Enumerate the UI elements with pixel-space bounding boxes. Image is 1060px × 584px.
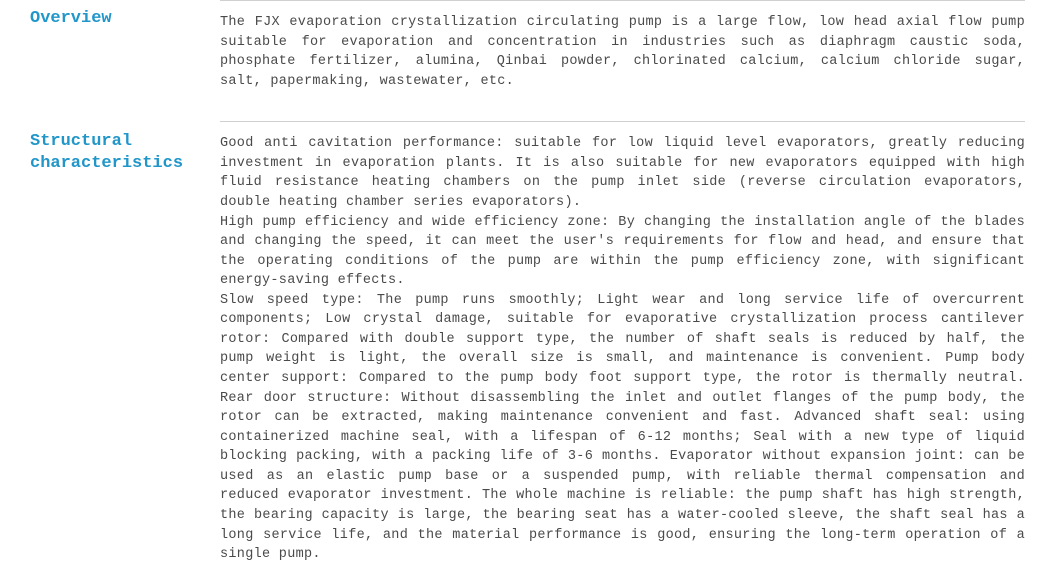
overview-heading: Overview [0,0,220,30]
structural-heading: Structural characteristics [0,121,220,175]
content-wrapper: Overview The FJX evaporation crystalliza… [0,0,1060,565]
overview-body-text: The FJX evaporation crystallization circ… [220,13,1025,91]
structural-divider [220,121,1025,122]
overview-body-container: The FJX evaporation crystallization circ… [220,0,1060,91]
overview-divider [220,0,1025,1]
section-structural: Structural characteristics Good anti cav… [0,121,1060,564]
structural-body-container: Good anti cavitation performance: suitab… [220,121,1060,564]
section-overview: Overview The FJX evaporation crystalliza… [0,0,1060,91]
structural-body-text: Good anti cavitation performance: suitab… [220,134,1025,564]
